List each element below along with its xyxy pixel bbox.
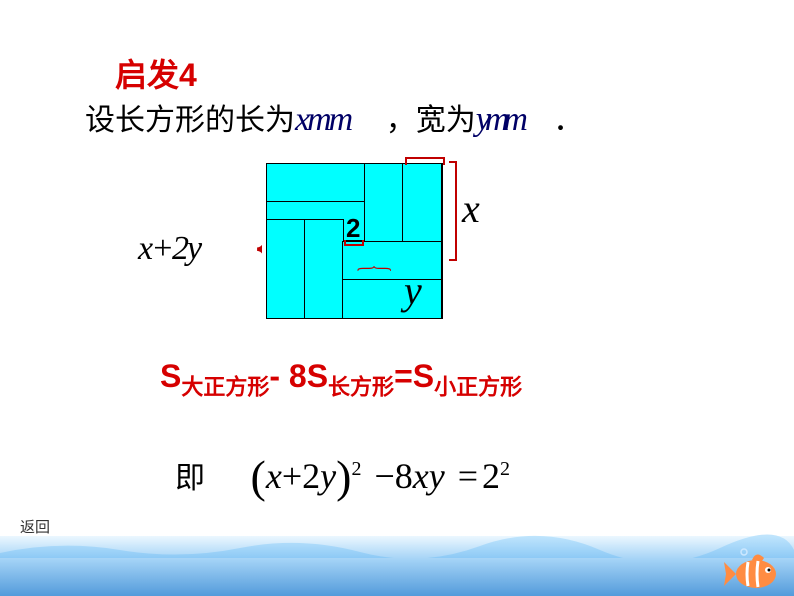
label-y: y (404, 267, 422, 314)
num-2: 2 (302, 456, 320, 496)
var-xmm: xmm (295, 101, 350, 138)
sub-big-square: 大正方形 (181, 374, 269, 399)
y-brace-icon: { (353, 265, 400, 273)
rect-cell (266, 219, 306, 319)
rect-cell (342, 279, 442, 319)
op-plus: + (282, 456, 302, 496)
var-y2: y (429, 456, 445, 496)
water-background (0, 536, 794, 596)
exp-2b: 2 (500, 458, 510, 480)
minus-8: - 8 (269, 358, 306, 394)
label-2: 2 (346, 213, 360, 244)
label-x: x (462, 185, 480, 232)
num-2b: 2 (482, 456, 500, 496)
paren-open: ( (251, 451, 266, 502)
right-bracket-icon (449, 161, 457, 261)
s-rect: S (307, 358, 328, 394)
paren-close: ) (336, 451, 351, 502)
exp-2: 2 (351, 458, 361, 480)
math-equation: 即 (x+2y)2 −8xy =22 (175, 450, 510, 503)
equals: = (394, 358, 413, 394)
minus-8xy: −8 (374, 456, 412, 496)
rect-cell (266, 163, 366, 203)
area-equation-text: S大正方形- 8S长方形=S小正方形 (160, 358, 522, 401)
var-ymm: ymm (476, 101, 522, 138)
op-equals: = (458, 456, 478, 496)
label-x-plus-2y: x+2y (138, 230, 200, 268)
var-x: x (266, 456, 282, 496)
sub-small-square: 小正方形 (434, 374, 522, 399)
rect-cell (304, 219, 344, 319)
text-part2: ，宽为 (386, 104, 476, 137)
fish-icon (724, 544, 784, 594)
var-y: y (320, 456, 336, 496)
s-small: S (413, 358, 434, 394)
problem-statement: 设长方形的长为xmm ，宽为ymm ． (85, 95, 583, 139)
heading-title: 启发4 (115, 50, 197, 96)
s-big: S (160, 358, 181, 394)
var-x2: x (413, 456, 429, 496)
text-part1: 设长方形的长为 (85, 104, 295, 137)
top-bracket-icon (405, 157, 445, 165)
math-expression: (x+2y)2 −8xy =22 (251, 456, 511, 496)
left-brace-icon: { (250, 163, 262, 319)
text-ji: 即 (175, 462, 205, 495)
sub-rectangle: 长方形 (328, 374, 394, 399)
rect-cell (342, 241, 442, 281)
text-part3: ． (553, 104, 583, 137)
